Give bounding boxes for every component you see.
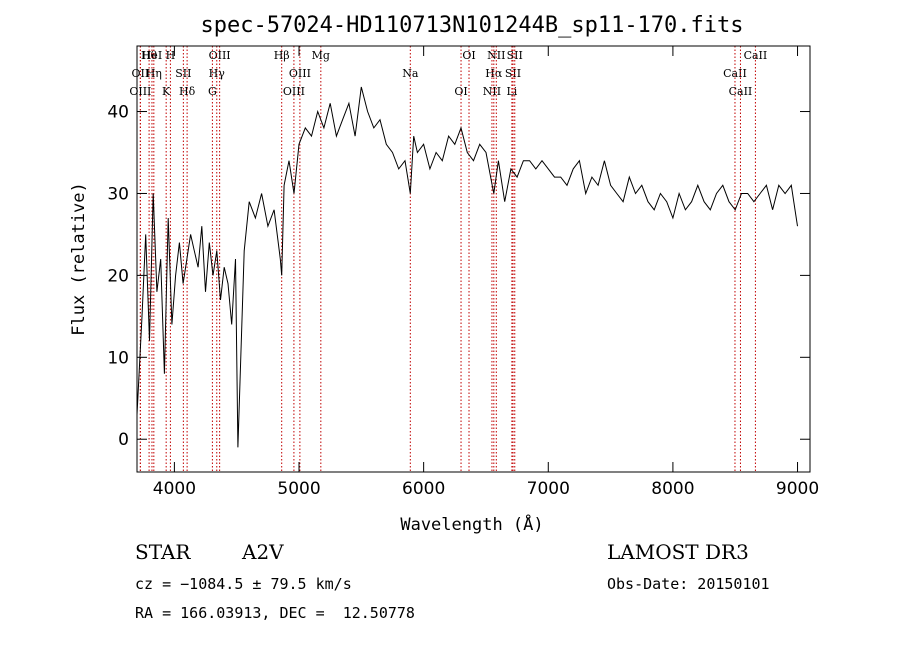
line-marker-label: G (208, 85, 217, 98)
line-marker-label: OIII (283, 85, 305, 98)
line-marker-label: Li (506, 85, 517, 98)
line-marker-label: Hα (485, 67, 503, 80)
spectrum-line (136, 86, 798, 448)
y-tick-label: 30 (107, 184, 129, 204)
x-tick-label: 4000 (153, 479, 196, 499)
line-marker-label: NII (483, 85, 501, 98)
y-axis-label: Flux (relative) (69, 182, 89, 336)
line-marker-label: OIII (209, 49, 231, 62)
x-axis-label: Wavelength (Å) (400, 513, 543, 535)
x-axis: 4000 5000 6000 7000 8000 9000 (153, 46, 819, 499)
y-tick-label: 10 (107, 348, 129, 368)
plot-frame (136, 45, 811, 473)
line-markers: HθOIIOIIIHeIHηKHSIIHδOIIIHγGHβOIIIOIIIMg… (129, 46, 767, 472)
line-marker-label: Hβ (274, 49, 290, 62)
x-tick-label: 7000 (527, 479, 570, 499)
coordinates: RA = 166.03913, DEC = 12.50778 (135, 604, 415, 622)
y-axis: 0 10 20 30 40 (107, 103, 810, 450)
line-marker-label: Mg (312, 49, 330, 62)
spectral-subclass: A2V (242, 540, 284, 564)
line-marker-label: OIII (289, 67, 311, 80)
object-type: STAR (135, 540, 191, 564)
line-marker-label: SII (175, 67, 191, 80)
line-marker-label: CaII (723, 67, 747, 80)
redshift-velocity: cz = −1084.5 ± 79.5 km/s (135, 575, 352, 593)
line-marker-label: OI (462, 49, 475, 62)
observation-date: Obs-Date: 20150101 (607, 575, 770, 593)
line-marker-label: Na (402, 67, 419, 80)
x-tick-label: 8000 (651, 479, 694, 499)
line-marker-label: CaII (744, 49, 768, 62)
y-tick-label: 0 (118, 430, 129, 450)
x-tick-label: 6000 (402, 479, 445, 499)
line-marker-label: SII (507, 49, 523, 62)
chart-title: spec-57024-HD110713N101244B_sp11-170.fit… (200, 13, 743, 38)
line-marker-label: Hγ (209, 67, 226, 80)
line-marker-label: OII (132, 67, 150, 80)
y-tick-label: 20 (107, 266, 129, 286)
survey-name: LAMOST DR3 (607, 540, 749, 564)
line-marker-label: OI (454, 85, 467, 98)
line-marker-label: OIII (129, 85, 151, 98)
line-marker-label: SII (505, 67, 521, 80)
line-marker-label: Hη (146, 67, 162, 80)
line-marker-label: Hδ (179, 85, 196, 98)
line-marker-label: H (166, 49, 176, 62)
line-marker-label: Hθ (141, 49, 158, 62)
line-marker-label: K (162, 85, 171, 98)
spectrum-series (136, 86, 798, 448)
line-marker-label: CaII (729, 85, 753, 98)
x-tick-label: 5000 (277, 479, 320, 499)
line-marker-label: HeI (142, 49, 162, 62)
line-marker-label: NII (487, 49, 505, 62)
y-tick-label: 40 (107, 103, 129, 123)
x-tick-label: 9000 (776, 479, 819, 499)
